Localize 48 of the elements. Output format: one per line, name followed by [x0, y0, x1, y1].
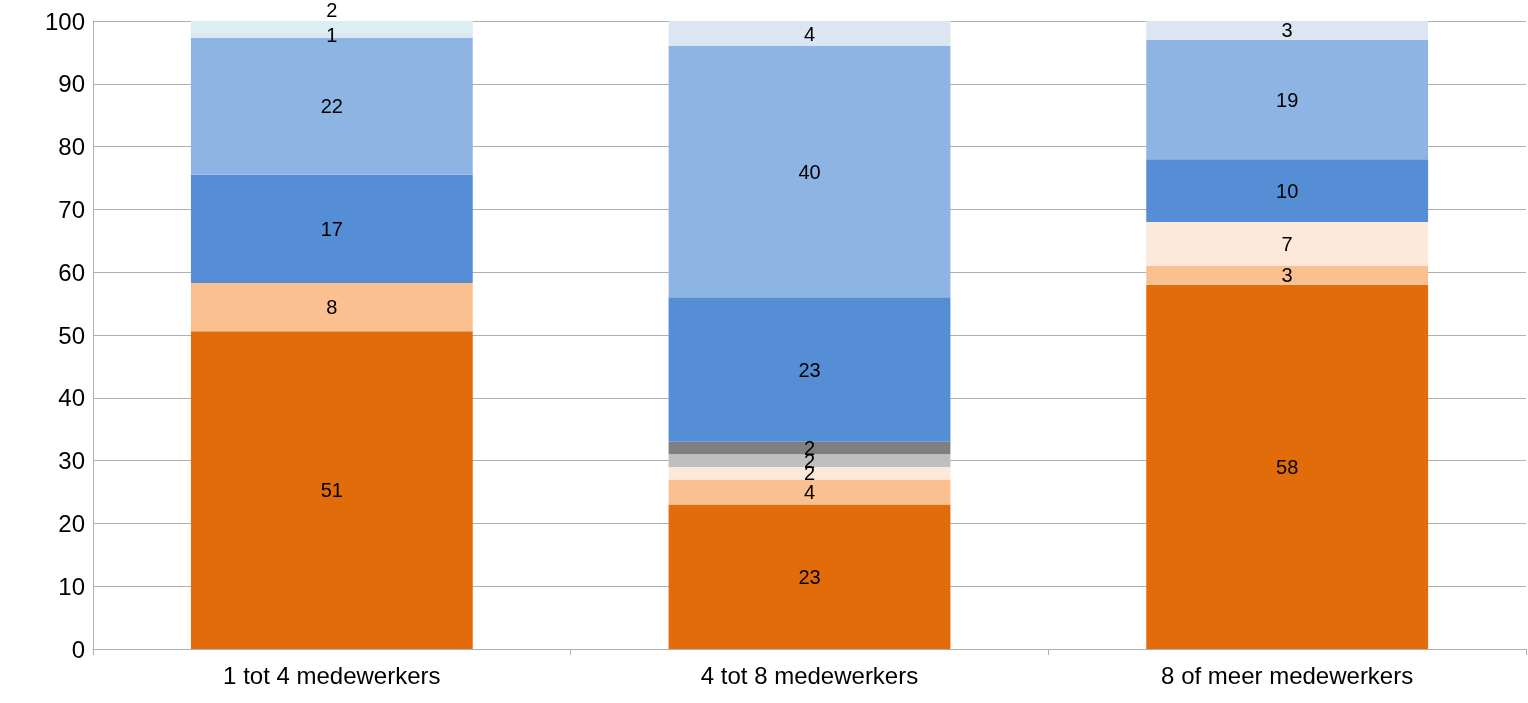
y-tick-label: 20 — [58, 509, 85, 537]
bar — [668, 504, 951, 649]
data-label: 1 — [326, 24, 338, 47]
y-tick-label: 30 — [58, 447, 85, 475]
data-label: 7 — [1281, 232, 1293, 255]
y-tick-label: 0 — [71, 635, 85, 663]
y-tick-label: 90 — [58, 70, 85, 98]
y-tick-label: 40 — [58, 384, 85, 412]
data-label: 8 — [326, 296, 338, 319]
data-label: 3 — [1281, 264, 1293, 287]
y-tick-label: 60 — [58, 258, 85, 286]
data-label: 2 — [326, 0, 338, 21]
x-tick-label: 8 of meer medewerkers — [1161, 661, 1414, 689]
data-label: 3 — [1281, 19, 1293, 42]
data-label: 58 — [1276, 455, 1299, 478]
bar — [668, 21, 951, 47]
data-label: 40 — [798, 160, 821, 183]
x-tick-label: 4 tot 8 medewerkers — [700, 661, 919, 689]
bar — [190, 282, 473, 332]
data-label: 10 — [1276, 179, 1299, 202]
data-label: 22 — [320, 95, 343, 118]
data-label: 23 — [798, 565, 821, 588]
bar — [668, 454, 951, 467]
y-tick-label: 100 — [44, 7, 85, 35]
data-label: 4 — [803, 22, 816, 45]
bar — [668, 46, 951, 298]
data-label: 51 — [320, 479, 343, 502]
data-label: 17 — [320, 217, 343, 240]
y-tick-label: 80 — [58, 133, 85, 161]
bar — [1146, 221, 1429, 266]
data-label: 23 — [798, 358, 821, 381]
bar — [668, 297, 951, 442]
bar — [190, 331, 473, 649]
bar — [190, 174, 473, 283]
bar — [668, 466, 951, 480]
bar — [1146, 39, 1429, 160]
y-tick-label: 70 — [58, 195, 85, 223]
x-tick-label: 1 tot 4 medewerkers — [223, 661, 441, 689]
bar — [668, 441, 951, 455]
data-label: 19 — [1276, 88, 1299, 111]
data-label: 4 — [803, 481, 816, 503]
bar — [668, 479, 951, 505]
bar — [1146, 21, 1429, 40]
y-tick-label: 50 — [58, 321, 85, 349]
y-tick-label: 10 — [58, 572, 85, 600]
bar — [1146, 159, 1429, 222]
bar — [1146, 265, 1429, 285]
bar — [1146, 284, 1429, 649]
